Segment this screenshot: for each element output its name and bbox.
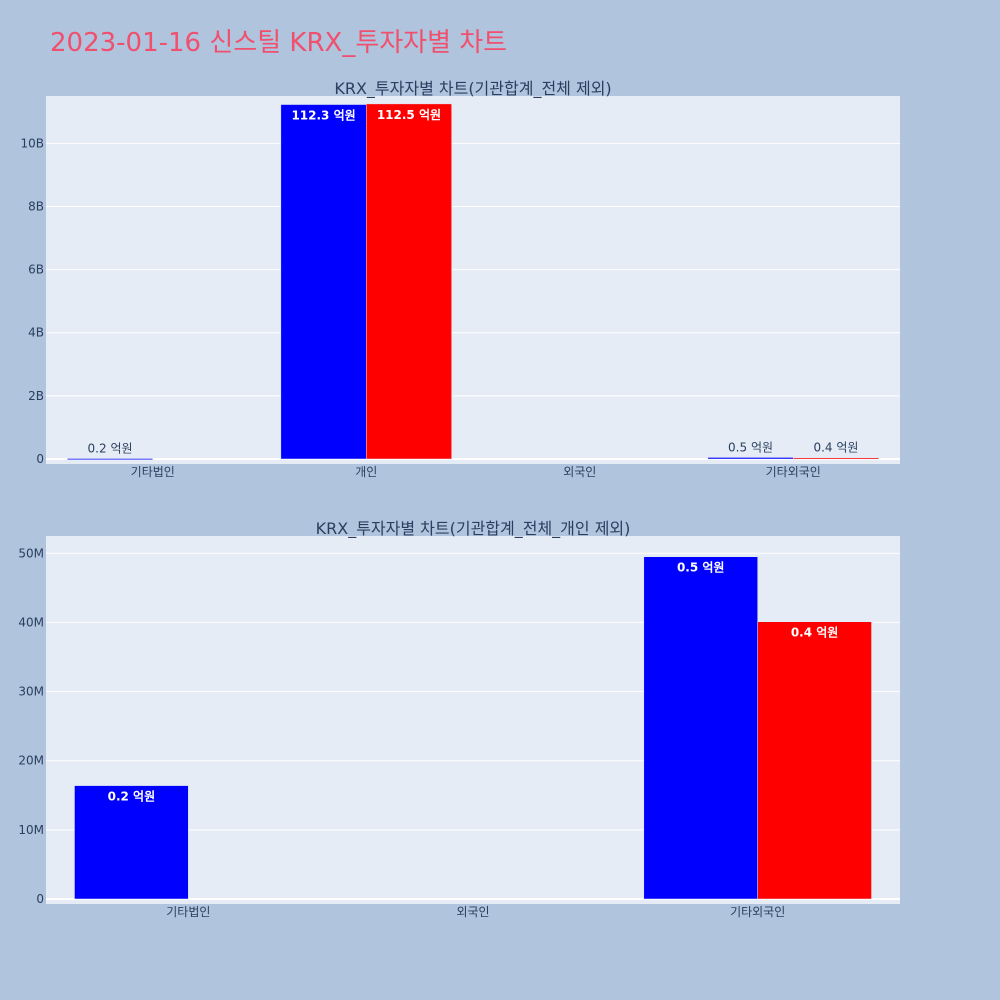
bar [280, 104, 367, 460]
chart-title: KRX_투자자별 차트(기관합계_전체 제외) [334, 79, 611, 99]
bar-data-label: 0.4 억원 [813, 441, 858, 455]
y-tick-label: 50M [18, 546, 44, 560]
y-tick-label: 20M [18, 754, 44, 768]
bar-data-label: 0.2 억원 [108, 790, 156, 804]
y-tick-label: 30M [18, 685, 44, 699]
x-tick-label: 외국인 [456, 905, 489, 919]
chart-bottom: 0 10M 20M 30M 40M 50M KRX_투자자별 차트(기관합계_전체_개인 제… [18, 519, 900, 919]
bar [366, 103, 452, 460]
y-tick-label: 0 [36, 452, 44, 466]
y-tick-label: 10B [20, 136, 44, 150]
chart-top: 0 2B 4B 6B 8B 10B KRX_투자자별 차트(기관합계_전체 제외) 기타법인 0… [20, 79, 900, 479]
bar-data-label: 112.5 억원 [377, 108, 441, 122]
bar [793, 457, 879, 460]
x-tick-label: 외국인 [563, 465, 596, 479]
x-tick-label: 기타외국인 [766, 465, 821, 479]
y-tick-label: 8B [28, 199, 44, 213]
y-tick-label: 0 [36, 892, 44, 906]
page-title: 2023-01-16 신스틸 KRX_투자자별 차트 [50, 28, 508, 58]
y-tick-label: 10M [18, 823, 44, 837]
bar-data-label: 112.3 억원 [291, 109, 355, 123]
bar [67, 458, 153, 460]
y-tick-label: 2B [28, 389, 44, 403]
bar [643, 556, 758, 900]
x-tick-label: 기타법인 [131, 465, 175, 479]
bar-data-label: 0.5 억원 [728, 440, 773, 454]
plot-area-top [46, 96, 900, 464]
bar-data-label: 0.2 억원 [88, 441, 133, 455]
bar-data-label: 0.4 억원 [791, 626, 839, 640]
bar-data-label: 0.5 억원 [677, 561, 725, 575]
chart-title: KRX_투자자별 차트(기관합계_전체_개인 제외) [316, 519, 631, 539]
x-tick-label: 개인 [355, 465, 377, 479]
x-tick-label: 기타외국인 [730, 905, 785, 919]
y-tick-label: 40M [18, 615, 44, 629]
y-tick-label: 6B [28, 263, 44, 277]
x-tick-label: 기타법인 [166, 905, 210, 919]
bar [707, 457, 794, 460]
bar [757, 621, 872, 900]
bar [74, 785, 189, 900]
y-tick-label: 4B [28, 326, 44, 340]
